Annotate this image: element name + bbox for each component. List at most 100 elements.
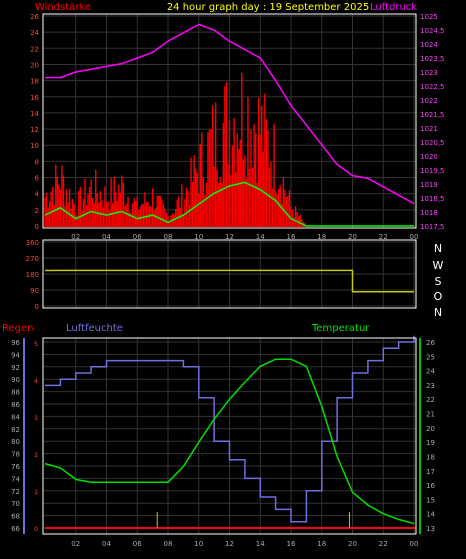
humidity-ytick-label: 92 bbox=[11, 364, 20, 372]
pressure-ytick-label: 1025 bbox=[420, 13, 438, 21]
temperature-line bbox=[44, 358, 415, 525]
humidity-xtick-label: 18 bbox=[317, 540, 326, 548]
wind-xtick-label: 14 bbox=[256, 233, 265, 241]
humidity-xtick-label: 02 bbox=[71, 540, 80, 548]
rain-ytick-label: 4 bbox=[34, 378, 38, 385]
humidity-xtick-label: 04 bbox=[102, 540, 111, 548]
wind-xtick-label: 00 bbox=[410, 233, 419, 241]
wind-xtick-label: 02 bbox=[71, 233, 80, 241]
temperature-ytick-label: 22 bbox=[426, 396, 435, 404]
lower-rain-label: Regen bbox=[2, 323, 34, 334]
wind-xtick-label: 12 bbox=[225, 233, 234, 241]
humidity-xtick-label: 06 bbox=[133, 540, 142, 548]
temperature-ytick-label: 18 bbox=[426, 453, 435, 461]
wind-ytick-label: 4 bbox=[35, 191, 40, 199]
direction-panel-frame bbox=[42, 239, 417, 309]
humidity-ytick-label: 86 bbox=[11, 401, 20, 409]
humidity-xtick-label: 14 bbox=[256, 540, 265, 548]
humidity-ytick-label: 84 bbox=[11, 413, 20, 421]
humidity-ytick-label: 74 bbox=[11, 475, 20, 483]
lower-temperature-label: Temperatur bbox=[311, 323, 370, 334]
wind-xtick-label: 10 bbox=[194, 233, 203, 241]
wind-ytick-label: 10 bbox=[30, 142, 39, 150]
wind-ytick-label: 0 bbox=[35, 223, 39, 231]
humidity-ytick-label: 90 bbox=[11, 376, 20, 384]
temperature-ytick-label: 24 bbox=[426, 368, 435, 376]
header-wind-label: Windstärke bbox=[35, 2, 91, 13]
pressure-line bbox=[45, 23, 415, 205]
wind-ytick-label: 20 bbox=[30, 61, 39, 69]
temperature-ytick-label: 14 bbox=[426, 511, 435, 519]
wind-xtick-label: 16 bbox=[287, 233, 296, 241]
temperature-ytick-label: 25 bbox=[426, 353, 435, 361]
humidity-line bbox=[45, 335, 415, 523]
humidity-ytick-label: 68 bbox=[11, 513, 20, 521]
humidity-panel-frame bbox=[42, 337, 417, 535]
pressure-ytick-label: 1024,5 bbox=[420, 27, 445, 35]
humidity-ytick-label: 66 bbox=[11, 525, 20, 533]
wind-ytick-label: 12 bbox=[30, 126, 39, 134]
pressure-ytick-label: 1021,5 bbox=[420, 111, 445, 119]
direction-ytick-label: 360 bbox=[26, 239, 39, 247]
compass-label: O bbox=[434, 290, 443, 303]
compass-label: S bbox=[435, 275, 442, 288]
humidity-ytick-label: 94 bbox=[11, 351, 20, 359]
pressure-ytick-label: 1022 bbox=[420, 97, 438, 105]
temperature-ytick-label: 20 bbox=[426, 425, 435, 433]
humidity-ytick-label: 72 bbox=[11, 488, 20, 496]
wind-bars bbox=[44, 72, 306, 227]
wind-xtick-label: 18 bbox=[317, 233, 326, 241]
wind-ytick-label: 18 bbox=[30, 78, 39, 86]
wind-ytick-label: 6 bbox=[35, 175, 40, 183]
pressure-ytick-label: 1017,5 bbox=[420, 223, 445, 231]
temperature-ytick-label: 13 bbox=[426, 525, 435, 533]
temperature-ytick-label: 15 bbox=[426, 496, 435, 504]
pressure-ytick-label: 1018,5 bbox=[420, 195, 445, 203]
direction-ytick-label: 270 bbox=[26, 255, 39, 263]
compass-label: N bbox=[434, 242, 442, 255]
wind-xtick-label: 04 bbox=[102, 233, 111, 241]
wind-xtick-label: 06 bbox=[133, 233, 142, 241]
pressure-ytick-label: 1019,5 bbox=[420, 167, 445, 175]
wind-ytick-label: 26 bbox=[30, 13, 39, 21]
direction-line bbox=[44, 269, 414, 293]
compass-label: W bbox=[433, 259, 444, 272]
direction-ytick-label: 90 bbox=[30, 287, 39, 295]
wind-xtick-label: 08 bbox=[164, 233, 173, 241]
pressure-ytick-label: 1020,5 bbox=[420, 139, 445, 147]
humidity-xtick-label: 12 bbox=[225, 540, 234, 548]
header-pressure-label: Luftdruck bbox=[370, 2, 417, 13]
temperature-ytick-label: 19 bbox=[426, 439, 435, 447]
wind-xtick-label: 20 bbox=[348, 233, 357, 241]
humidity-ytick-label: 82 bbox=[11, 426, 20, 434]
rain-ytick-label: 2 bbox=[34, 452, 38, 459]
wind-avg-line bbox=[44, 181, 414, 227]
pressure-ytick-label: 1023 bbox=[420, 69, 438, 77]
wind-ytick-label: 22 bbox=[30, 45, 39, 53]
pressure-ytick-label: 1020 bbox=[420, 153, 438, 161]
rain-ytick-label: 3 bbox=[34, 415, 38, 422]
lower-humidity-label: Luftfeuchte bbox=[66, 323, 123, 334]
wind-ytick-label: 8 bbox=[35, 158, 39, 166]
temperature-ytick-label: 26 bbox=[426, 339, 435, 347]
humidity-ytick-label: 70 bbox=[11, 500, 20, 508]
humidity-xtick-label: 10 bbox=[194, 540, 203, 548]
temperature-ytick-label: 16 bbox=[426, 482, 435, 490]
humidity-xtick-label: 00 bbox=[410, 540, 419, 548]
header-title: 24 hour graph day : 19 September 2025 bbox=[167, 2, 369, 13]
compass-label: N bbox=[434, 306, 442, 319]
wind-ytick-label: 24 bbox=[30, 29, 39, 37]
direction-ytick-label: 180 bbox=[26, 271, 39, 279]
direction-ytick-label: 0 bbox=[35, 303, 39, 311]
temperature-ytick-label: 23 bbox=[426, 382, 435, 390]
wind-xtick-label: 22 bbox=[379, 233, 388, 241]
humidity-xtick-label: 20 bbox=[348, 540, 357, 548]
pressure-ytick-label: 1018 bbox=[420, 209, 438, 217]
humidity-ytick-label: 78 bbox=[11, 451, 20, 459]
pressure-ytick-label: 1021 bbox=[420, 125, 438, 133]
wind-ytick-label: 2 bbox=[35, 207, 39, 215]
rain-ytick-label: 1 bbox=[34, 489, 38, 496]
humidity-xtick-label: 22 bbox=[379, 540, 388, 548]
